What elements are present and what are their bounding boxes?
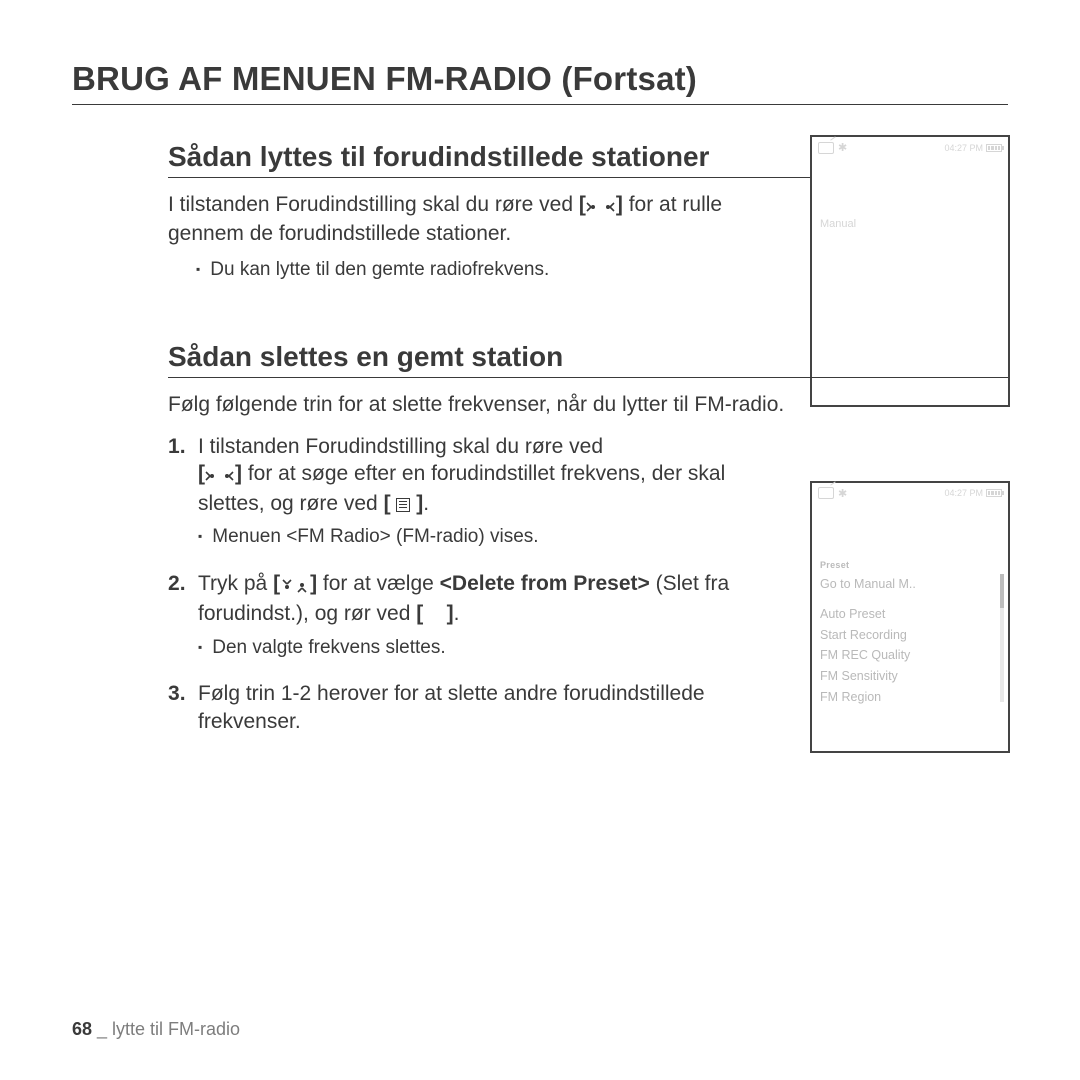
step-3: Følg trin 1-2 herover for at slette andr… [168,680,768,735]
left-right-icon [586,195,616,221]
menu-icon [396,498,410,512]
device1-mode: Manual [812,212,1008,230]
step1-c: . [423,492,429,515]
device1-time: 04:27 PM [944,143,983,153]
step1-bullet: Menuen <FM Radio> (FM-radio) vises. [198,525,768,550]
step-1: I tilstanden Forudindstilling skal du rø… [168,433,768,551]
menu-fm-rec-quality: FM REC Quality [820,645,1000,666]
step2-a: Tryk på [198,572,273,595]
device2-mode: Preset [812,558,1008,570]
page-number: 68 [72,1019,92,1039]
section-delete-preset: Sådan slettes en gemt station Følg følge… [168,341,1008,735]
menu-start-recording: Start Recording [820,625,1000,646]
left-right-icon [205,463,235,490]
device2-time: 04:27 PM [944,488,983,498]
section2-title: Sådan slettes en gemt station [168,341,1008,378]
device2-menu: Go to Manual M.. Auto Preset Start Recor… [812,570,1008,708]
menu-auto-preset: Auto Preset [820,604,1000,625]
asterisk-icon: ✱ [838,141,847,154]
device-screenshot-preset-menu: ✱ 04:27 PM Preset Go to Manual M.. Auto … [810,481,1010,753]
up-down-icon [280,573,310,600]
step2-bold: <Delete from Preset> [440,572,650,595]
step-2: Tryk på [] for at vælge <Delete from Pre… [168,570,768,660]
radio-icon [818,487,834,499]
step2-d: . [454,602,460,625]
section2-intro: Følg følgende trin for at slette frekven… [168,392,988,418]
footer-section: lytte til FM-radio [112,1019,240,1039]
section2-steps: I tilstanden Forudindstilling skal du rø… [168,433,768,735]
step1-b: for at søge efter en forudindstillet fre… [198,462,725,515]
battery-icon [986,489,1002,497]
battery-icon [986,144,1002,152]
section1-intro-a: I tilstanden Forudindstilling skal du rø… [168,193,579,216]
section-listen-presets: Sådan lyttes til forudindstillede statio… [168,141,1008,281]
step2-bullet: Den valgte frekvens slettes. [198,636,768,661]
step1-a: I tilstanden Forudindstilling skal du rø… [198,435,603,458]
section1-bullet: Du kan lytte til den gemte radiofrekvens… [196,258,768,282]
radio-icon [818,142,834,154]
section1-bullets: Du kan lytte til den gemte radiofrekvens… [196,258,768,282]
scrollbar [1000,574,1004,702]
footer-separator: _ [92,1019,112,1039]
device2-statusbar: ✱ 04:27 PM [812,483,1008,502]
step2-b: for at vælge [323,572,440,595]
section1-body: I tilstanden Forudindstilling skal du rø… [168,192,768,281]
device1-statusbar: ✱ 04:27 PM [812,137,1008,156]
page-footer: 68 _ lytte til FM-radio [72,1019,240,1040]
menu-fm-sensitivity: FM Sensitivity [820,666,1000,687]
asterisk-icon: ✱ [838,487,847,500]
menu-fm-region: FM Region [820,687,1000,708]
menu-go-manual: Go to Manual M.. [820,574,1000,595]
page-title: BRUG AF MENUEN FM-RADIO (Fortsat) [72,60,1008,105]
